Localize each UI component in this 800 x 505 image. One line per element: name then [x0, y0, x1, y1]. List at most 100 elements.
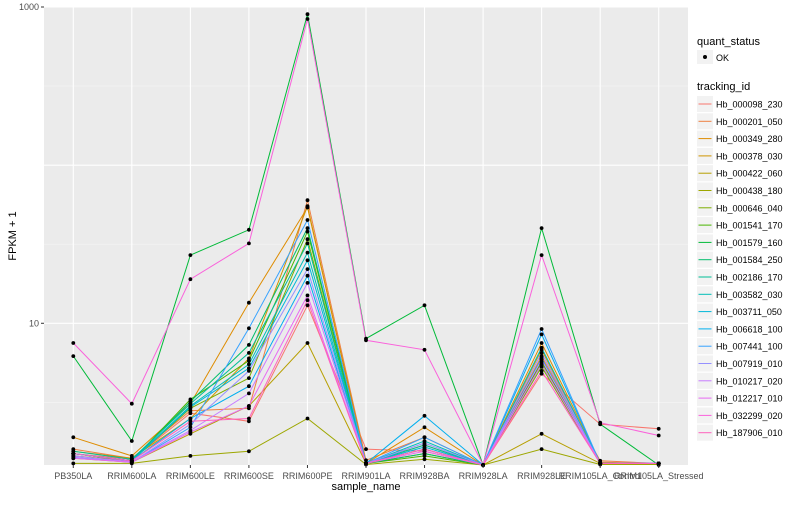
- data-point: [305, 198, 310, 203]
- data-point: [247, 351, 251, 355]
- data-point: [364, 338, 368, 343]
- legend-label: Hb_001579_160: [716, 238, 783, 248]
- y-axis-title: FPKM + 1: [7, 211, 19, 260]
- data-point: [422, 413, 427, 418]
- data-point: [305, 293, 310, 298]
- data-point: [364, 461, 368, 466]
- legend-label: Hb_000646_040: [716, 203, 783, 213]
- data-point: [188, 253, 193, 257]
- x-tick-label: RRIM928LE: [517, 471, 566, 481]
- data-point: [305, 298, 310, 303]
- data-point: [539, 362, 544, 367]
- x-tick-label: RRIM928BA: [400, 471, 450, 481]
- legend-label: Hb_000201_050: [716, 117, 783, 127]
- data-point: [188, 416, 193, 421]
- data-point: [188, 422, 193, 427]
- points-layer: [71, 12, 661, 467]
- data-point: [422, 447, 427, 451]
- data-point: [422, 435, 427, 440]
- data-point: [305, 267, 310, 271]
- x-tick-label: RRIM600SE: [224, 471, 274, 481]
- data-point: [71, 435, 76, 440]
- data-point: [539, 345, 544, 350]
- data-point: [188, 277, 193, 282]
- data-point: [305, 416, 310, 421]
- data-point: [305, 241, 310, 246]
- data-point: [539, 332, 544, 337]
- data-point: [305, 273, 310, 278]
- data-point: [188, 430, 193, 434]
- data-point: [305, 226, 310, 231]
- data-point: [539, 447, 544, 451]
- grid-layer: [44, 6, 688, 465]
- data-point: [247, 241, 251, 246]
- data-point: [71, 354, 76, 358]
- data-point: [305, 341, 310, 345]
- data-point: [247, 366, 251, 371]
- data-point: [539, 226, 544, 231]
- data-point: [247, 404, 251, 408]
- data-point: [247, 326, 251, 331]
- data-point: [305, 237, 310, 242]
- y-tick-label: 1000: [19, 2, 39, 12]
- data-point: [188, 405, 193, 409]
- legend-status-label: OK: [716, 53, 729, 63]
- data-point: [422, 347, 427, 352]
- data-point: [305, 12, 310, 17]
- data-point: [247, 227, 251, 232]
- data-point: [364, 458, 368, 463]
- legend-label: Hb_002186_170: [716, 273, 783, 283]
- data-point: [129, 401, 134, 406]
- legend-label: Hb_012217_010: [716, 394, 783, 404]
- data-point: [71, 461, 76, 466]
- data-point: [539, 431, 544, 436]
- data-point: [305, 229, 310, 234]
- data-point: [247, 376, 251, 380]
- data-point: [188, 454, 193, 458]
- data-point: [247, 391, 251, 396]
- legend-label: Hb_000098_230: [716, 100, 783, 110]
- data-point: [305, 204, 310, 209]
- data-point: [247, 384, 251, 389]
- x-tick-label: RRIM105LA_Control: [559, 471, 642, 481]
- data-point: [247, 362, 251, 367]
- data-point: [656, 461, 661, 466]
- x-tick-label: RRIM105LA_Stressed: [614, 471, 704, 481]
- legend-label: Hb_007919_010: [716, 359, 783, 369]
- data-point: [71, 456, 76, 461]
- data-point: [305, 250, 310, 255]
- data-point: [305, 17, 310, 21]
- data-point: [539, 365, 544, 369]
- data-point: [247, 300, 251, 305]
- legend-label: Hb_003711_050: [716, 307, 782, 317]
- data-point: [656, 426, 661, 431]
- data-point: [422, 425, 427, 430]
- data-point: [188, 419, 193, 424]
- data-point: [71, 451, 76, 456]
- legend-label: Hb_000349_280: [716, 134, 783, 144]
- data-point: [364, 447, 368, 451]
- data-point: [247, 358, 251, 363]
- legend-label: Hb_000422_060: [716, 169, 783, 179]
- legend-series-title: tracking_id: [697, 81, 750, 93]
- x-tick-label: RRIM600PE: [282, 471, 332, 481]
- data-point: [656, 433, 661, 438]
- x-tick-label: PB350LA: [54, 471, 92, 481]
- legend-label: Hb_003582_030: [716, 290, 783, 300]
- data-point: [422, 303, 427, 308]
- data-point: [305, 258, 310, 263]
- legend-label: Hb_032299_020: [716, 411, 783, 421]
- legend-status-title: quant_status: [697, 36, 760, 48]
- data-point: [598, 461, 603, 466]
- legend-label: Hb_010217_020: [716, 376, 783, 386]
- data-point: [305, 218, 310, 222]
- data-point: [539, 327, 544, 331]
- data-point: [422, 441, 427, 445]
- data-point: [539, 369, 544, 373]
- data-point: [247, 343, 251, 347]
- y-tick-label: 10: [29, 318, 39, 328]
- legend-label: Hb_001584_250: [716, 255, 783, 265]
- legend-label: Hb_001541_170: [716, 221, 783, 231]
